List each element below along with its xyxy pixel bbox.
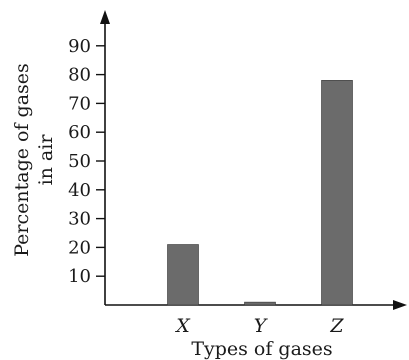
y-tick-label: 60: [68, 122, 91, 143]
axes: [100, 10, 407, 310]
bar-y: [244, 301, 276, 306]
x-tick-label-x: X: [174, 315, 191, 337]
y-axis-arrow: [100, 10, 110, 24]
y-tick-label: 30: [68, 209, 91, 230]
y-tick-label: 40: [68, 180, 91, 201]
bar-x: [167, 244, 199, 306]
x-tick-labels: X Y Z: [174, 315, 344, 337]
y-tick-label: 70: [68, 93, 91, 114]
y-tick-label: 20: [68, 237, 91, 258]
y-axis-title-line-1: Percentage of gases: [11, 63, 33, 257]
y-tick-label: 50: [68, 151, 91, 172]
y-axis-title: Percentage of gases: [11, 63, 33, 257]
x-axis-arrow: [393, 300, 407, 310]
y-tick-label: 10: [68, 266, 91, 287]
y-axis-title-2: in air: [35, 134, 57, 186]
y-ticks: 10 20 30 40 50 60 70 80 90: [68, 36, 105, 287]
y-axis-title-line-2: in air: [35, 134, 57, 186]
y-tick-label: 80: [68, 65, 91, 86]
x-tick-label-z: Z: [329, 315, 344, 337]
x-tick-label-y: Y: [254, 315, 269, 337]
bar-z: [321, 80, 353, 306]
bars: [167, 80, 353, 306]
y-tick-label: 90: [68, 36, 91, 57]
x-axis-title: Types of gases: [191, 338, 332, 360]
